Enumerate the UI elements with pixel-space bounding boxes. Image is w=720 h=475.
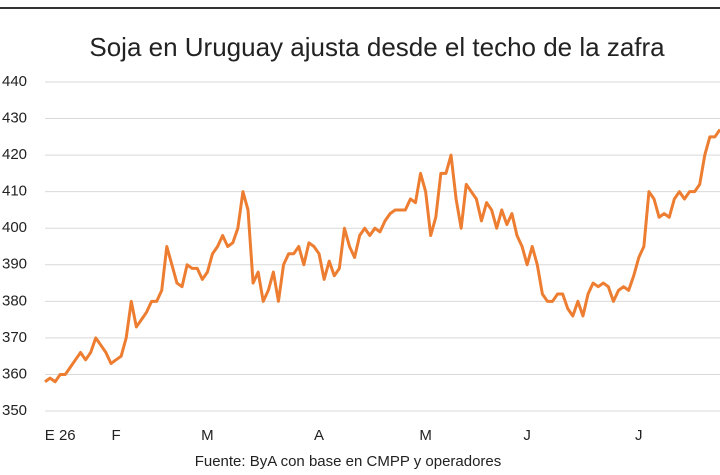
y-tick-label: 400: [2, 219, 27, 236]
y-tick-label: 380: [2, 292, 27, 309]
y-tick-label: 410: [2, 183, 27, 200]
y-tick-label: 370: [2, 329, 27, 346]
x-tick-label: A: [314, 427, 324, 444]
y-tick-label: 350: [2, 402, 27, 419]
chart-title: Soja en Uruguay ajusta desde el techo de…: [89, 32, 665, 62]
source-note: Fuente: ByA con base en CMPP y operadore…: [195, 453, 502, 470]
data-line: [44, 128, 720, 384]
y-tick-label: 440: [2, 73, 27, 90]
y-tick-label: 420: [2, 146, 27, 163]
y-tick-label: 390: [2, 256, 27, 273]
x-tick-label: J: [635, 427, 643, 444]
x-tick-label: F: [111, 427, 120, 444]
x-tick-label: M: [419, 427, 432, 444]
x-tick-label: M: [201, 427, 214, 444]
x-tick-label: E 26: [45, 427, 76, 444]
y-tick-label: 360: [2, 365, 27, 382]
x-tick-label: J: [523, 427, 531, 444]
y-tick-label: 430: [2, 110, 27, 127]
